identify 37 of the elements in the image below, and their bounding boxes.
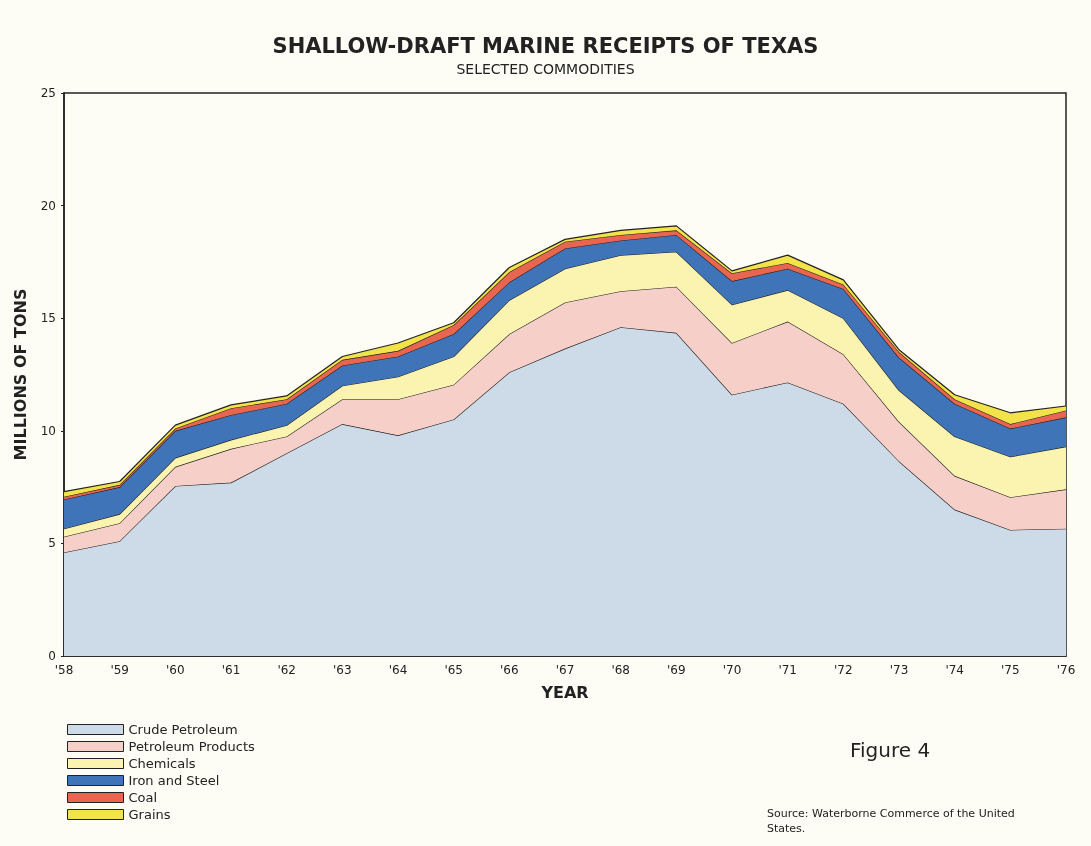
x-tick-label: '75 (1001, 663, 1020, 677)
legend-label: Coal (128, 790, 158, 805)
x-tick-label: '71 (778, 663, 797, 677)
x-tick-label: '64 (388, 663, 408, 677)
x-tick-label: '61 (221, 663, 241, 677)
legend-label: Grains (128, 807, 171, 822)
x-tick-label: '59 (110, 663, 129, 677)
y-axis-title: MILLIONS OF TONS (10, 288, 30, 461)
x-tick-label: '72 (834, 663, 853, 677)
y-tick-label: 15 (40, 311, 56, 326)
x-tick-label: '62 (277, 663, 296, 677)
x-axis-title: YEAR (540, 682, 589, 702)
legend-label: Iron and Steel (128, 773, 220, 788)
x-tick-label: '60 (166, 663, 185, 677)
y-tick-label: 20 (40, 198, 56, 213)
x-tick-label: '73 (889, 663, 909, 677)
x-tick-label: '65 (444, 663, 463, 677)
chart-subtitle: SELECTED COMMODITIES (456, 61, 635, 77)
y-tick-label: 25 (40, 86, 56, 100)
legend-label: Petroleum Products (128, 739, 255, 754)
x-tick-label: '76 (1056, 663, 1076, 677)
x-tick-label: '67 (555, 663, 575, 677)
x-tick-label: '70 (722, 663, 742, 677)
y-tick-label: 5 (48, 536, 56, 551)
legend-label: Crude Petroleum (128, 722, 238, 737)
y-tick-label: 0 (48, 649, 56, 663)
x-tick-label: '66 (500, 663, 519, 677)
x-tick-label: '68 (611, 663, 630, 677)
x-tick-label: '69 (667, 663, 686, 677)
caption: Figure 4 (850, 738, 931, 762)
x-tick-label: '74 (945, 663, 964, 677)
legend-label: Chemicals (128, 756, 196, 771)
x-tick-label: '58 (54, 663, 74, 677)
chart-title: SHALLOW-DRAFT MARINE RECEIPTS OF TEXAS (272, 33, 819, 58)
x-tick-label: '63 (333, 663, 352, 677)
y-tick-label: 10 (40, 423, 56, 438)
source-note: Source: Waterborne Commerce of the United States. (767, 807, 1019, 835)
